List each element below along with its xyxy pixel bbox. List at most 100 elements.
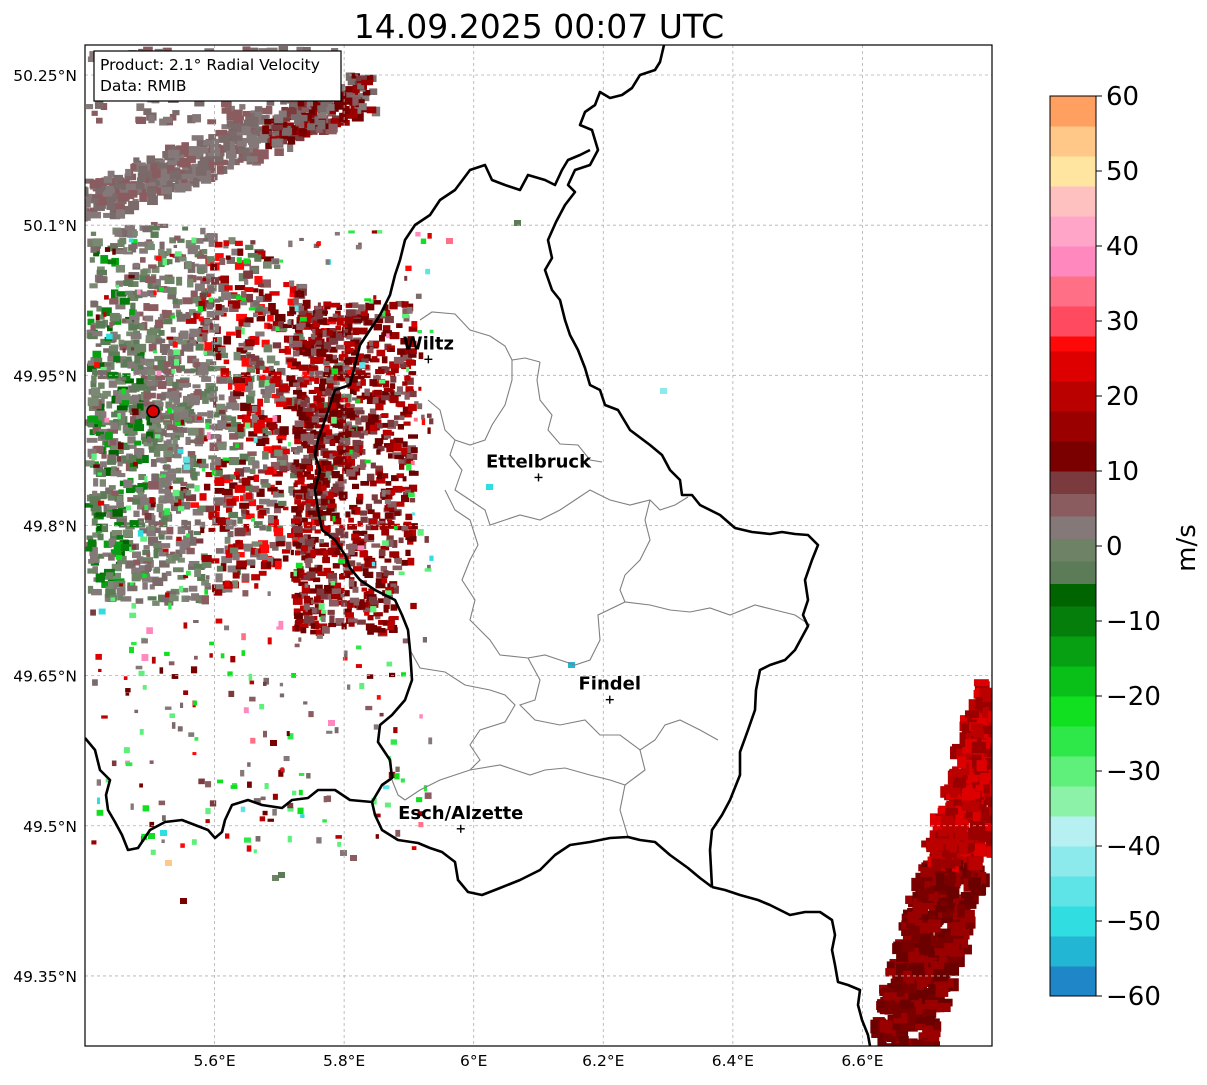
echo-pixel <box>290 464 296 473</box>
echo-pixel <box>356 499 363 505</box>
echo-pixel <box>292 389 303 395</box>
echo-pixel <box>1004 721 1019 729</box>
echo-pixel <box>135 116 147 125</box>
echo-pixel <box>401 559 408 566</box>
echo-pixel <box>228 511 239 519</box>
echo-pixel <box>138 670 145 677</box>
echo-pixel <box>242 46 251 54</box>
echo-pixel <box>183 167 193 176</box>
echo-pixel <box>908 992 919 1001</box>
echo-pixel <box>138 165 148 173</box>
echo-pixel <box>306 571 316 579</box>
echo-pixel <box>344 590 350 597</box>
echo-pixel <box>486 484 493 490</box>
echo-pixel <box>107 372 119 379</box>
echo-pixel <box>218 276 229 281</box>
echo-pixel <box>906 921 915 929</box>
echo-pixel <box>190 296 202 304</box>
echo-pixel <box>291 790 297 796</box>
echo-pixel <box>391 511 401 516</box>
echo-pixel <box>996 684 1008 696</box>
echo-pixel <box>306 773 311 779</box>
echo-pixel <box>352 96 359 106</box>
echo-pixel <box>944 932 953 944</box>
echo-pixel <box>218 134 229 143</box>
border-germany-east <box>543 45 820 888</box>
echo-pixel <box>347 323 353 329</box>
echo-pixel <box>336 97 347 107</box>
echo-pixel <box>235 565 247 570</box>
echo-pixel <box>901 929 912 937</box>
echo-pixel <box>120 596 132 602</box>
echo-pixel <box>91 840 97 845</box>
echo-pixel <box>95 314 100 321</box>
echo-pixel <box>272 371 282 381</box>
echo-pixel <box>394 773 400 780</box>
echo-pixel <box>1015 767 1022 775</box>
echo-pixel <box>204 588 209 595</box>
echo-pixel <box>122 529 133 538</box>
echo-pixel <box>327 572 338 579</box>
echo-pixel <box>407 390 417 398</box>
echo-pixel <box>328 577 338 583</box>
echo-pixel <box>162 465 171 470</box>
echo-pixel <box>361 587 368 592</box>
echo-pixel <box>146 528 156 537</box>
echo-pixel <box>218 307 229 313</box>
echo-pixel <box>243 707 249 714</box>
echo-pixel <box>396 386 403 394</box>
echo-pixel <box>278 620 284 627</box>
echo-pixel <box>410 602 417 610</box>
echo-pixel <box>332 421 340 428</box>
echo-pixel <box>268 302 276 312</box>
echo-pixel <box>165 144 176 153</box>
echo-pixel <box>90 609 96 616</box>
echo-pixel <box>334 231 340 236</box>
echo-pixel <box>149 821 155 828</box>
echo-pixel <box>975 696 983 710</box>
echo-pixel <box>274 449 283 457</box>
echo-pixel <box>356 619 366 625</box>
echo-pixel <box>243 258 251 264</box>
echo-pixel <box>190 368 198 373</box>
echo-pixel <box>172 381 181 388</box>
echo-pixel <box>245 513 255 520</box>
echo-pixel <box>234 527 246 537</box>
echo-pixel <box>85 546 93 552</box>
echo-pixel <box>411 512 416 516</box>
echo-pixel <box>356 493 364 500</box>
echo-pixel <box>997 712 1007 719</box>
echo-pixel <box>307 123 315 131</box>
echo-pixel <box>225 458 232 464</box>
radar-site-marker <box>146 404 160 419</box>
echo-pixel <box>139 783 143 788</box>
echo-pixel <box>109 209 121 220</box>
echo-pixel <box>138 565 149 572</box>
echo-pixel <box>200 292 207 299</box>
echo-pixel <box>89 179 101 189</box>
echo-pixel <box>1013 713 1023 721</box>
echo-pixel <box>276 401 287 407</box>
echo-pixel <box>381 392 392 401</box>
echo-pixel <box>185 595 191 601</box>
echo-pixel <box>248 456 256 466</box>
echo-pixel <box>178 499 182 506</box>
echo-pixel <box>924 878 935 891</box>
echo-pixel <box>258 289 264 297</box>
echo-pixel <box>225 549 236 558</box>
echo-pixel <box>294 436 303 445</box>
echo-pixel <box>104 295 109 300</box>
echo-pixel <box>366 345 370 349</box>
echo-pixel <box>111 563 122 572</box>
echo-pixel <box>282 506 289 511</box>
echo-pixel <box>306 445 314 454</box>
echo-pixel <box>354 373 365 380</box>
echo-pixel <box>194 737 199 741</box>
echo-pixel <box>351 430 362 438</box>
echo-pixel <box>383 489 391 495</box>
echo-pixel <box>154 178 162 186</box>
echo-pixel <box>960 922 972 929</box>
echo-pixel <box>369 625 377 633</box>
echo-pixel <box>937 807 952 815</box>
echo-pixel <box>262 366 274 373</box>
